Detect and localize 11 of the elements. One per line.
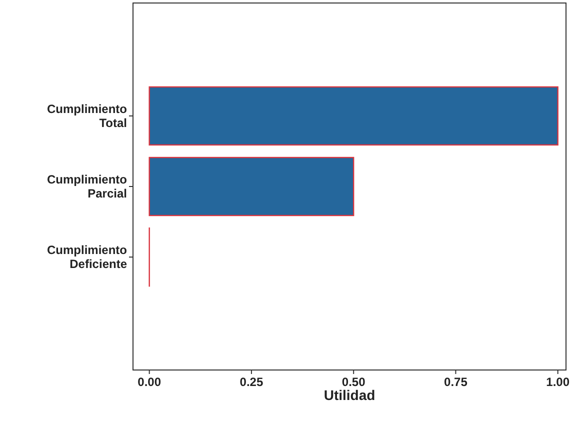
x-axis-title: Utilidad [324, 387, 376, 403]
y-tick-label: Cumplimiento Parcial [47, 172, 127, 200]
x-tick-label: 0.25 [240, 375, 264, 389]
bar [148, 156, 354, 216]
y-tick-label: Cumplimiento Deficiente [47, 243, 128, 272]
x-tick-label: 0.00 [138, 375, 162, 389]
x-tick-label: 0.75 [444, 375, 468, 389]
x-tick-label: 1.00 [546, 375, 570, 389]
bar [148, 86, 558, 146]
y-tick-label: Cumplimiento Total [47, 102, 127, 130]
x-tick-label: 0.50 [342, 375, 366, 389]
